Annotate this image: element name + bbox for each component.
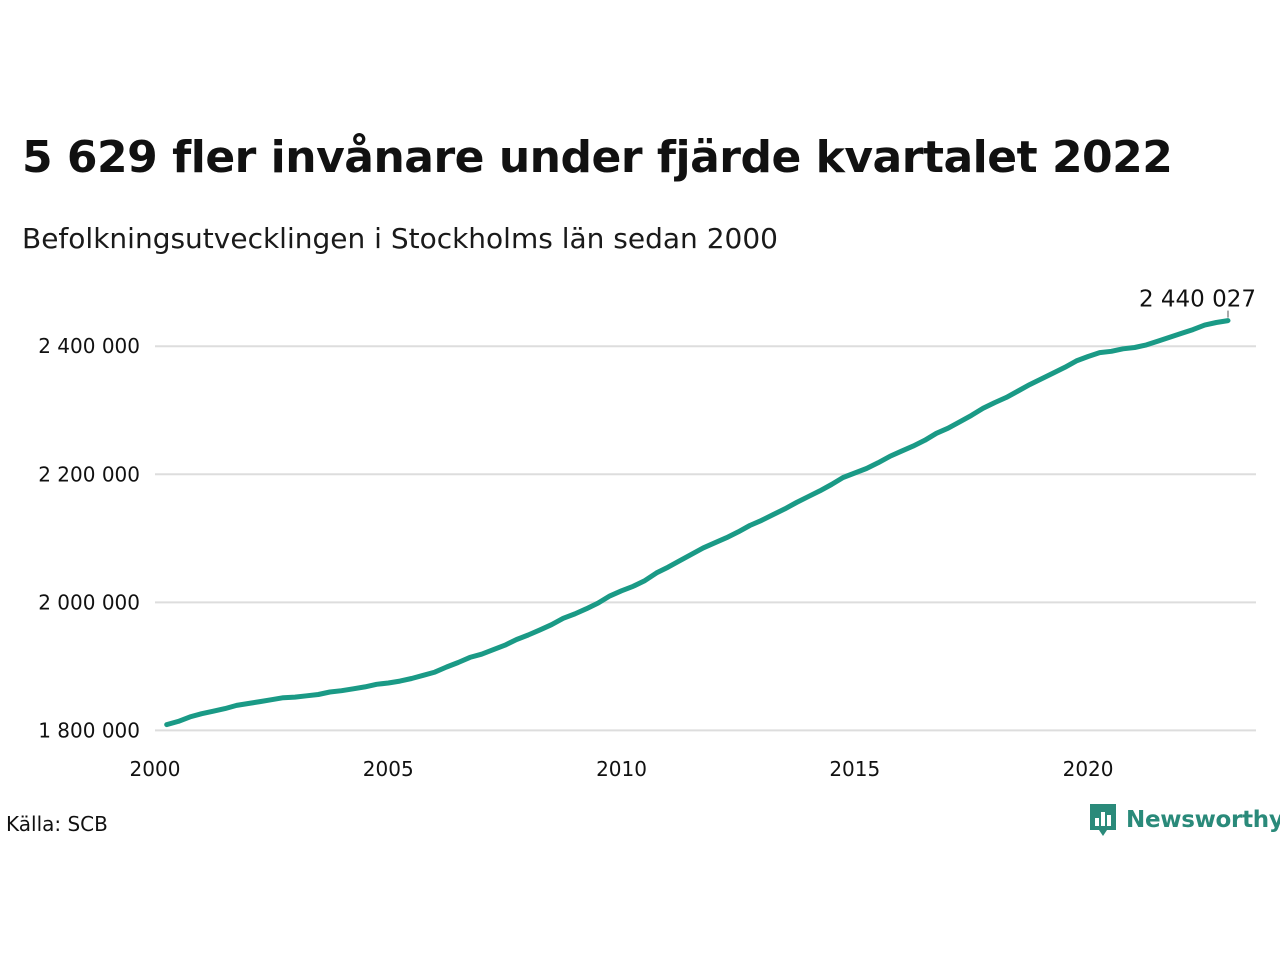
source-note: Källa: SCB [6, 812, 108, 836]
y-tick-label: 2 000 000 [38, 590, 140, 614]
x-tick-label: 2015 [829, 757, 880, 781]
y-tick-label: 1 800 000 [38, 718, 140, 742]
population-line [164, 318, 1231, 728]
grid-lines [155, 345, 1256, 732]
chart-title: 5 629 fler invånare under fjärde kvartal… [22, 132, 1173, 183]
end-value-label: 2 440 027 [1139, 287, 1256, 313]
x-tick-label: 2010 [596, 757, 647, 781]
x-tick-label: 2020 [1063, 757, 1114, 781]
y-tick-label: 2 400 000 [38, 334, 140, 358]
newsworthy-logo[interactable]: Newsworthy [1088, 802, 1280, 838]
y-axis-tick-labels: 1 800 000 2 000 000 2 200 000 2 400 000 [38, 334, 140, 742]
x-tick-label: 2005 [363, 757, 414, 781]
chart-subtitle: Befolkningsutvecklingen i Stockholms län… [22, 222, 778, 255]
x-axis-tick-labels: 2000 2005 2010 2015 2020 [130, 757, 1114, 781]
x-tick-label: 2000 [130, 757, 181, 781]
y-tick-label: 2 200 000 [38, 462, 140, 486]
bar-chart-speech-bubble-icon [1090, 804, 1116, 836]
brand-name: Newsworthy [1126, 807, 1280, 833]
